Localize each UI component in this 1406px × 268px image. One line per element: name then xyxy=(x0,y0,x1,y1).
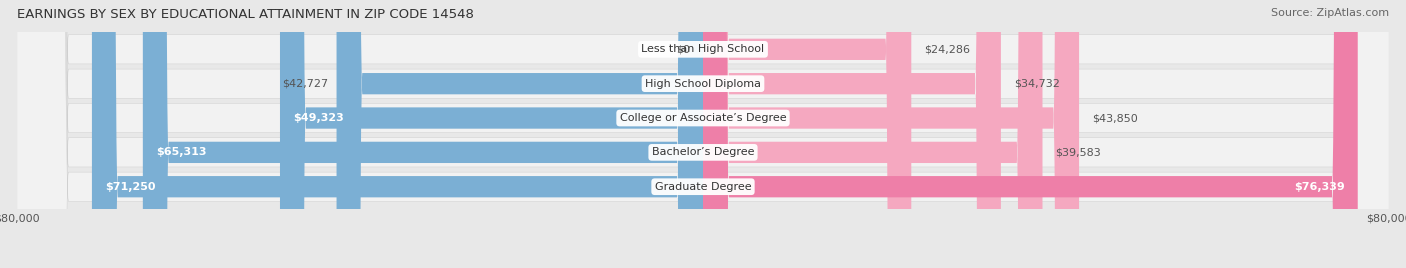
FancyBboxPatch shape xyxy=(91,0,703,268)
FancyBboxPatch shape xyxy=(17,0,1389,268)
FancyBboxPatch shape xyxy=(17,0,1389,268)
Text: $76,339: $76,339 xyxy=(1294,182,1346,192)
FancyBboxPatch shape xyxy=(703,0,1078,268)
Text: $34,732: $34,732 xyxy=(1014,79,1060,89)
Text: $24,286: $24,286 xyxy=(924,44,970,54)
Text: $39,583: $39,583 xyxy=(1056,147,1101,157)
FancyBboxPatch shape xyxy=(336,0,703,268)
FancyBboxPatch shape xyxy=(703,0,1042,268)
FancyBboxPatch shape xyxy=(17,0,1389,268)
Text: $42,727: $42,727 xyxy=(281,79,328,89)
Text: College or Associate’s Degree: College or Associate’s Degree xyxy=(620,113,786,123)
Text: Graduate Degree: Graduate Degree xyxy=(655,182,751,192)
Text: Source: ZipAtlas.com: Source: ZipAtlas.com xyxy=(1271,8,1389,18)
FancyBboxPatch shape xyxy=(280,0,703,268)
Text: $65,313: $65,313 xyxy=(156,147,207,157)
FancyBboxPatch shape xyxy=(17,0,1389,268)
Text: $71,250: $71,250 xyxy=(105,182,155,192)
Text: $49,323: $49,323 xyxy=(292,113,343,123)
FancyBboxPatch shape xyxy=(703,0,1001,268)
FancyBboxPatch shape xyxy=(17,0,1389,268)
Text: $43,850: $43,850 xyxy=(1092,113,1137,123)
Text: High School Diploma: High School Diploma xyxy=(645,79,761,89)
Text: $0: $0 xyxy=(676,44,690,54)
FancyBboxPatch shape xyxy=(703,0,911,268)
FancyBboxPatch shape xyxy=(143,0,703,268)
FancyBboxPatch shape xyxy=(703,0,1358,268)
Text: Less than High School: Less than High School xyxy=(641,44,765,54)
Text: Bachelor’s Degree: Bachelor’s Degree xyxy=(652,147,754,157)
Text: EARNINGS BY SEX BY EDUCATIONAL ATTAINMENT IN ZIP CODE 14548: EARNINGS BY SEX BY EDUCATIONAL ATTAINMEN… xyxy=(17,8,474,21)
